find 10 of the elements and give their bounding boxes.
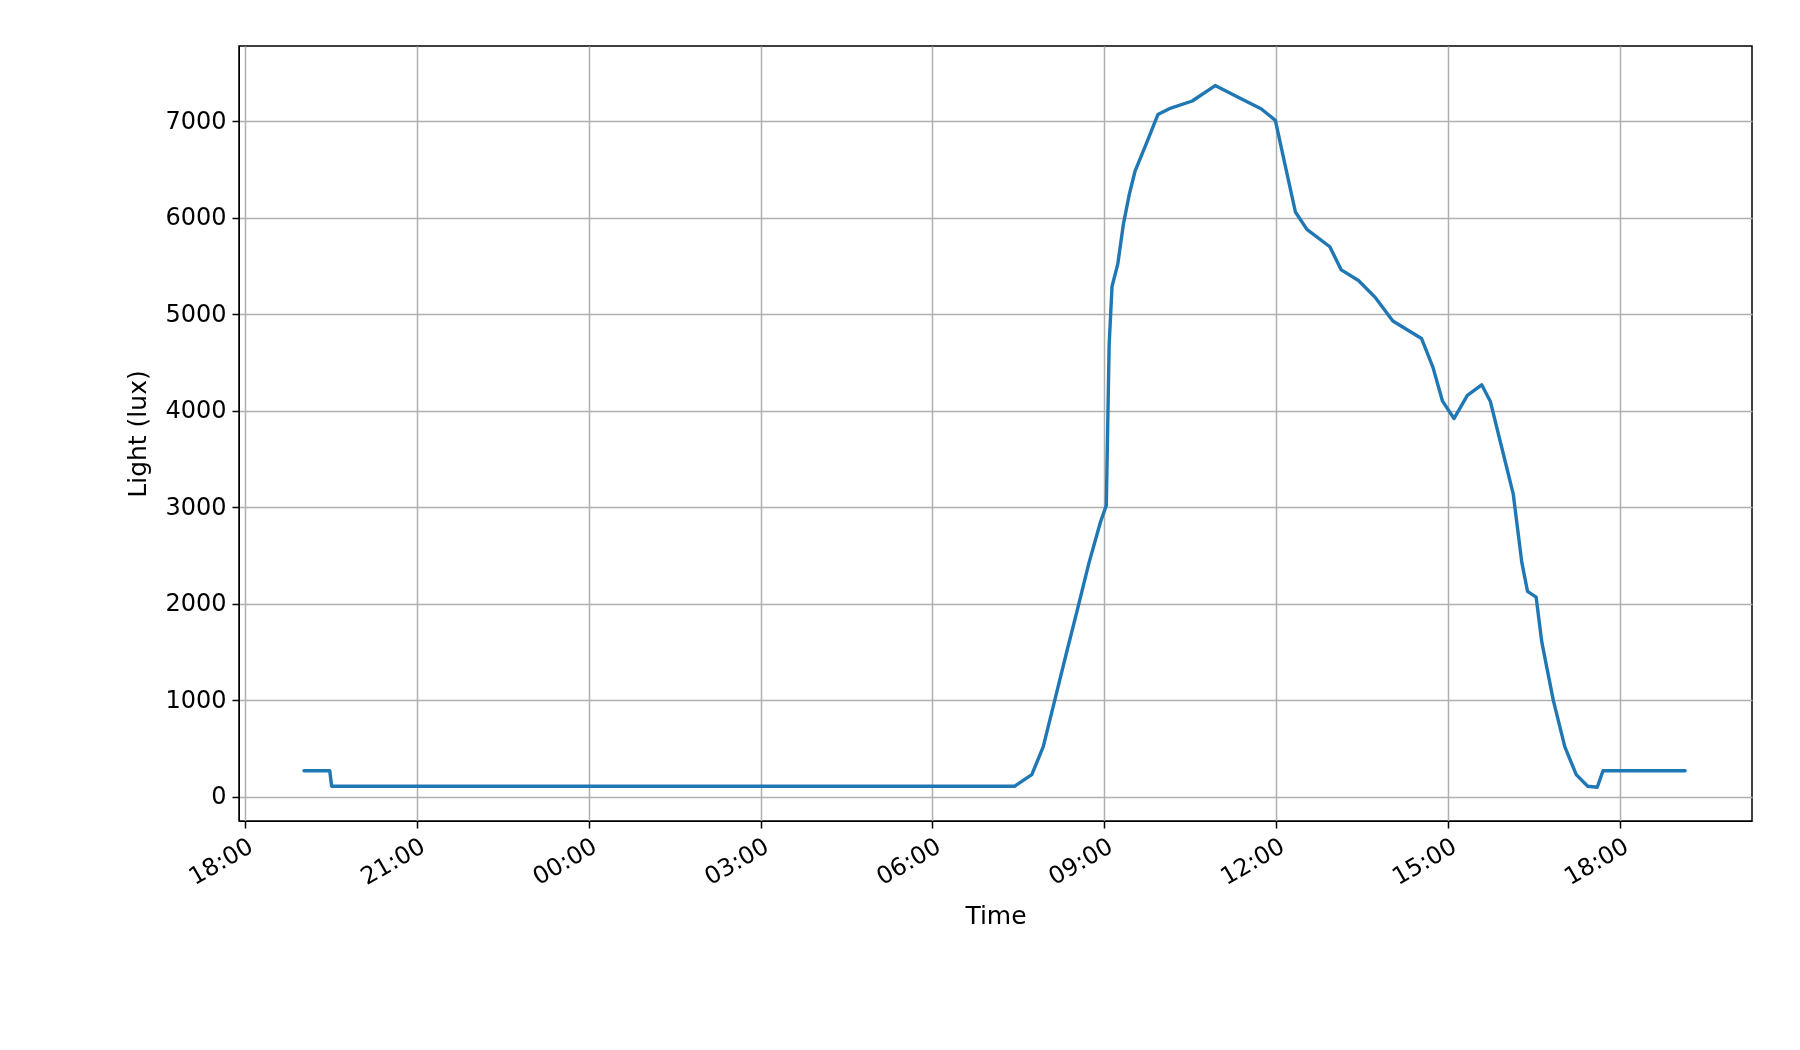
y-tick-label: 5000 (165, 299, 227, 328)
y-tick-label: 4000 (165, 396, 227, 425)
y-tick-label: 1000 (165, 685, 227, 714)
y-axis-title: Light (lux) (123, 370, 153, 498)
y-tick-label: 0 (211, 782, 227, 811)
y-tick-label: 7000 (165, 106, 227, 135)
y-tick-label: 2000 (165, 589, 227, 618)
y-tick-label: 6000 (165, 203, 227, 232)
y-tick-label: 3000 (165, 492, 227, 521)
x-axis-title: Time (964, 900, 1027, 930)
